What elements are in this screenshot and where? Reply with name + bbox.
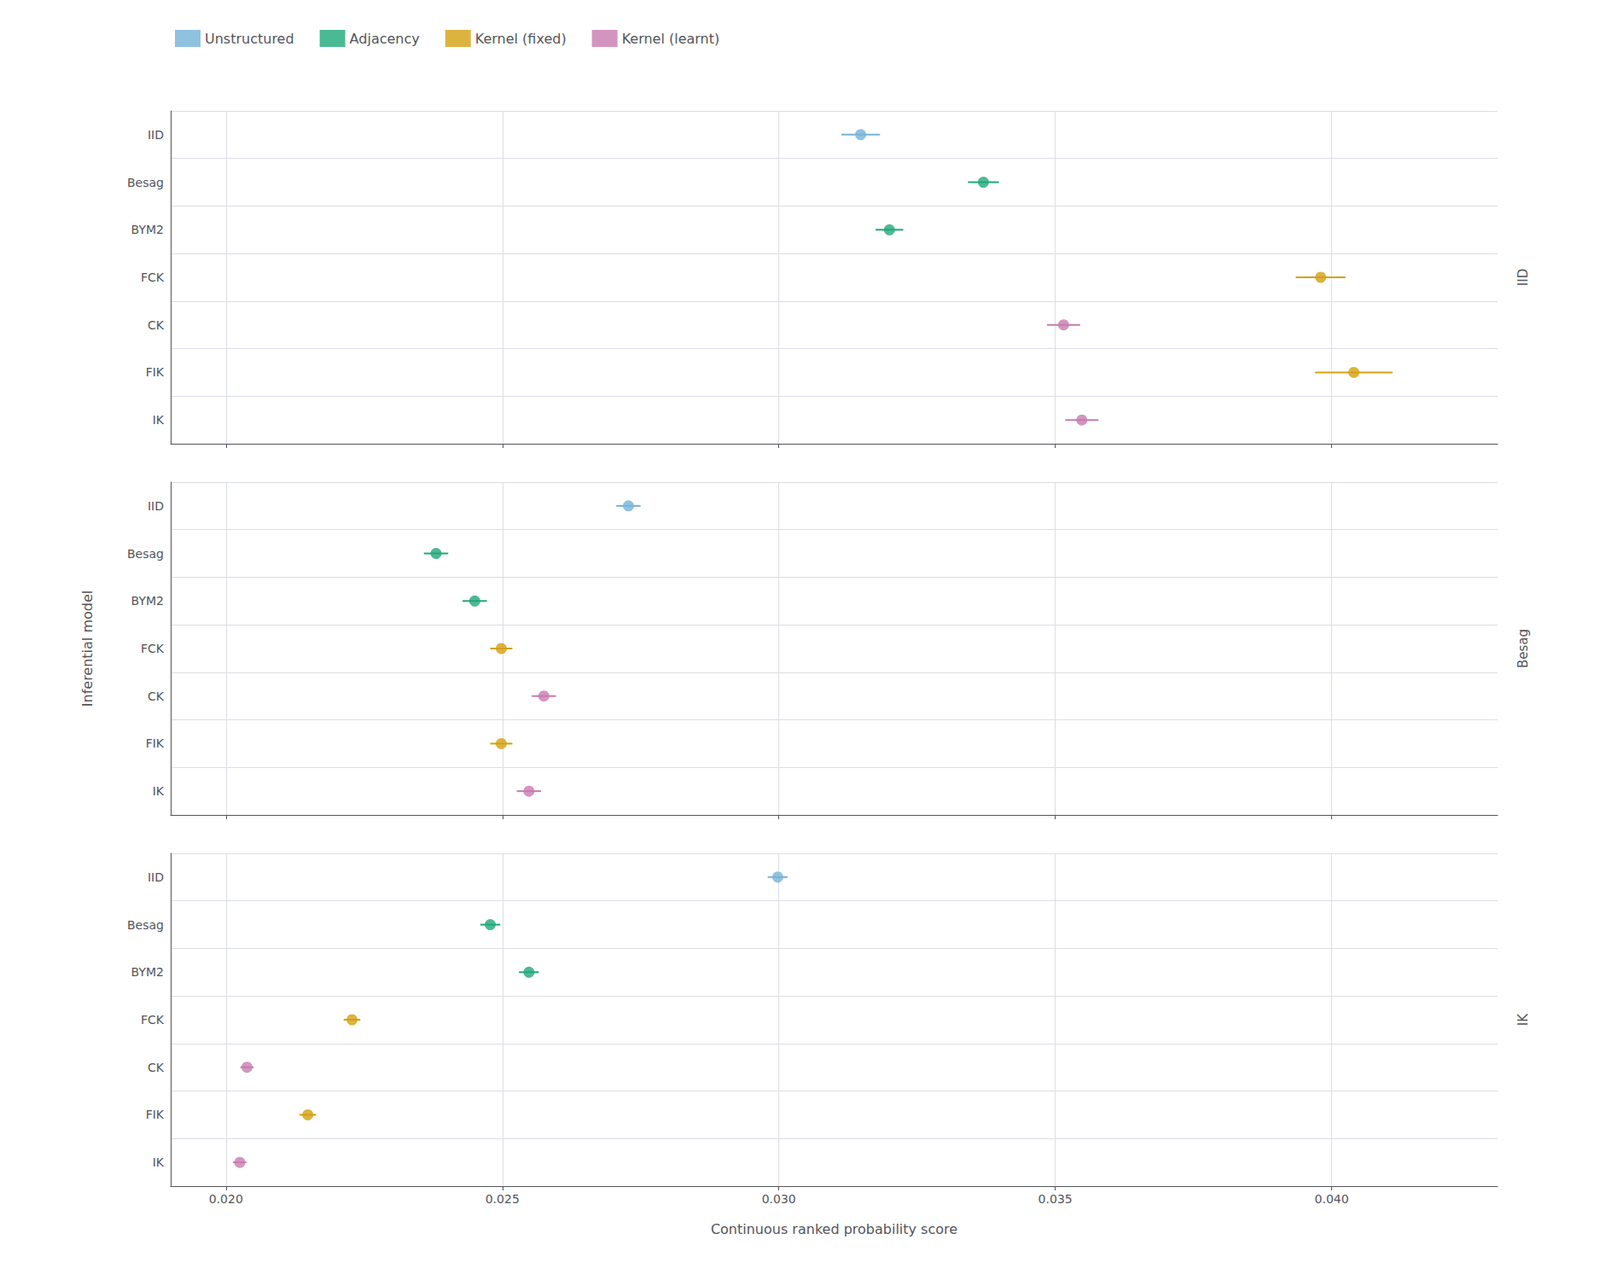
svg-text:IK: IK: [152, 413, 165, 427]
svg-text:0.040: 0.040: [1314, 1192, 1350, 1206]
svg-text:0.030: 0.030: [762, 1192, 797, 1206]
svg-text:0.020: 0.020: [209, 1192, 244, 1206]
svg-text:Unstructured: Unstructured: [204, 30, 295, 47]
svg-text:FIK: FIK: [145, 736, 165, 751]
svg-text:CK: CK: [147, 689, 165, 704]
svg-text:IID: IID: [1515, 268, 1531, 286]
svg-text:FCK: FCK: [140, 1012, 165, 1027]
svg-text:IID: IID: [147, 128, 164, 142]
svg-text:BYM2: BYM2: [131, 593, 164, 608]
svg-text:0.025: 0.025: [485, 1192, 520, 1206]
svg-text:Besag: Besag: [127, 918, 164, 932]
svg-text:IK: IK: [152, 784, 165, 798]
svg-text:IID: IID: [147, 870, 164, 885]
svg-text:CK: CK: [147, 1060, 165, 1075]
svg-text:Besag: Besag: [127, 546, 164, 561]
svg-text:IK: IK: [1515, 1012, 1531, 1026]
svg-text:FIK: FIK: [145, 365, 165, 379]
svg-text:BYM2: BYM2: [131, 965, 164, 979]
svg-text:Inferential model: Inferential model: [79, 590, 96, 707]
svg-text:IK: IK: [152, 1155, 165, 1170]
svg-text:FCK: FCK: [140, 270, 165, 285]
svg-text:0.035: 0.035: [1038, 1192, 1073, 1206]
svg-text:Adjacency: Adjacency: [349, 30, 420, 47]
svg-text:FCK: FCK: [140, 641, 165, 656]
svg-text:BYM2: BYM2: [131, 222, 164, 237]
svg-text:IID: IID: [147, 499, 164, 513]
svg-text:Besag: Besag: [1515, 628, 1531, 669]
svg-text:Continuous ranked probability: Continuous ranked probability score: [710, 1221, 958, 1238]
svg-text:FIK: FIK: [145, 1107, 165, 1122]
svg-text:Besag: Besag: [127, 175, 164, 190]
svg-text:Kernel (fixed): Kernel (fixed): [475, 30, 567, 47]
svg-text:Kernel (learnt): Kernel (learnt): [622, 30, 721, 47]
svg-text:CK: CK: [147, 318, 165, 332]
